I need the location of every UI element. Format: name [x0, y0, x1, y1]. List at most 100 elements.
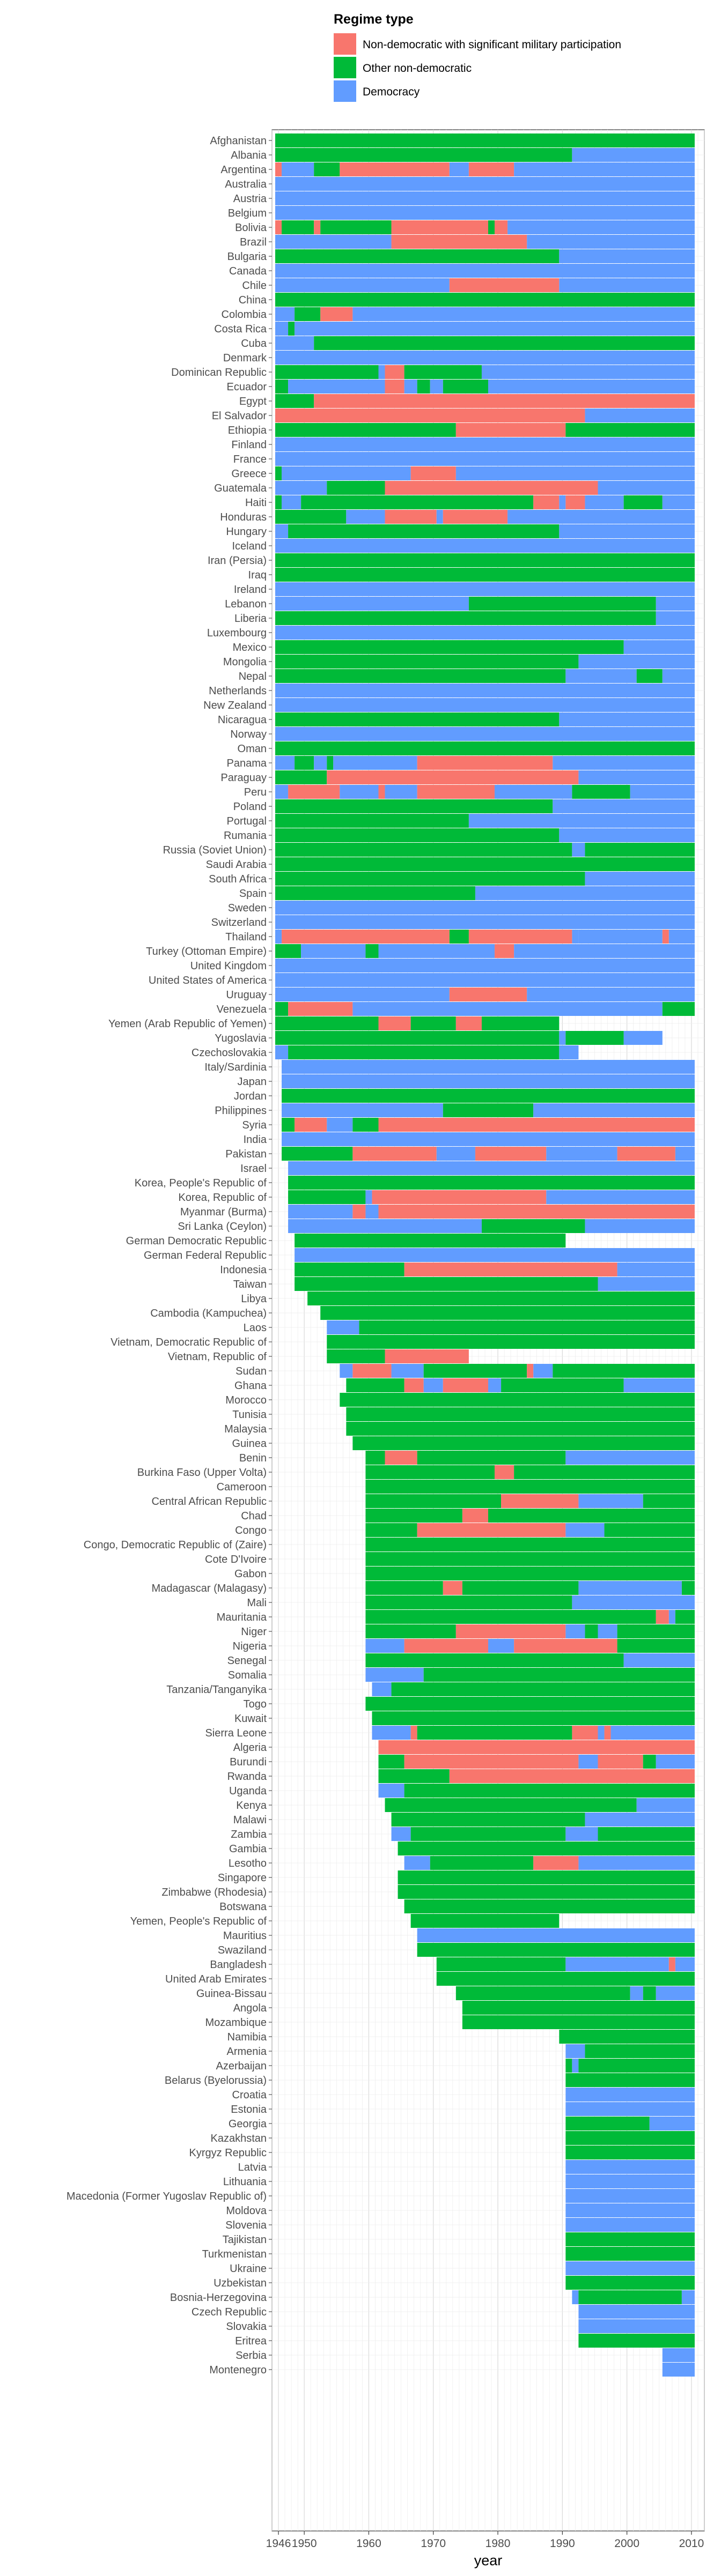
- segment-congo-1991: [565, 1523, 605, 1537]
- segment-italy-sardinia-1947: [282, 1060, 695, 1074]
- country-label-china: China: [239, 294, 267, 306]
- segment-rwanda-1973: [449, 1769, 695, 1783]
- country-label-iran-persia: Iran (Persia): [208, 555, 267, 567]
- segment-greece-1946: [275, 466, 282, 480]
- segment-guatemala-1963: [385, 481, 598, 495]
- country-label-lithuania: Lithuania: [223, 2176, 267, 2188]
- country-label-algeria: Algeria: [233, 1742, 267, 1754]
- segment-haiti-1991: [565, 495, 585, 509]
- segment-peru-1992: [572, 785, 630, 799]
- segment-spain-1977: [475, 886, 695, 900]
- country-label-burkina-faso-upper-volta: Burkina Faso (Upper Volta): [137, 1467, 267, 1479]
- segment-saudi-arabia-1946: [275, 857, 695, 871]
- segment-korea-people-s-republic-of-1948: [288, 1176, 695, 1190]
- segment-peru-1980: [495, 785, 572, 799]
- segment-korea-republic-of-1988: [546, 1190, 695, 1204]
- segment-guatemala-1996: [598, 481, 695, 495]
- segment-senegal-2000: [623, 1653, 695, 1667]
- segment-yugoslavia-2000: [623, 1031, 663, 1045]
- segment-paraguay-1993: [578, 770, 695, 784]
- segment-libya-1951: [307, 1291, 695, 1305]
- segment-lesotho-1970: [430, 1856, 534, 1870]
- country-label-luxembourg: Luxembourg: [207, 627, 267, 639]
- country-label-sudan: Sudan: [236, 1365, 267, 1377]
- segment-mali-1960: [365, 1595, 572, 1609]
- segment-haiti-2000: [623, 495, 663, 509]
- segment-czechoslovakia-1946: [275, 1045, 289, 1059]
- segment-honduras-1963: [385, 510, 437, 524]
- country-label-estonia: Estonia: [231, 2104, 267, 2115]
- country-label-sweden: Sweden: [228, 902, 267, 914]
- country-label-benin: Benin: [239, 1452, 267, 1464]
- country-label-mongolia: Mongolia: [223, 656, 267, 668]
- country-label-indonesia: Indonesia: [220, 1264, 267, 1276]
- segment-panama-1952: [314, 756, 327, 770]
- country-label-singapore: Singapore: [218, 1872, 267, 1884]
- segment-chad-1979: [488, 1509, 695, 1523]
- country-label-swaziland: Swaziland: [218, 1944, 267, 1956]
- segment-burkina-faso-upper-volta-1980: [495, 1465, 514, 1479]
- x-tick-label-2000: 2000: [614, 2537, 639, 2550]
- x-axis-title: year: [474, 2552, 503, 2568]
- segment-spain-1946: [275, 886, 475, 900]
- country-label-tajikistan: Tajikistan: [223, 2234, 267, 2246]
- segment-panama-1955: [333, 756, 417, 770]
- segment-bolivia-1964: [391, 220, 488, 234]
- segment-kuwait-1961: [372, 1711, 695, 1725]
- segment-india-1947: [282, 1132, 695, 1146]
- country-label-korea-republic-of: Korea, Republic of: [178, 1192, 267, 1204]
- segment-panama-1954: [327, 756, 334, 770]
- country-label-peru: Peru: [244, 786, 267, 798]
- segment-macedonia-former-yugoslav-republic-of-1991: [565, 2189, 695, 2203]
- country-label-mozambique: Mozambique: [205, 2017, 267, 2029]
- segment-bosnia-herzegovina-1992: [572, 2290, 579, 2304]
- segment-ghana-2000: [623, 1378, 695, 1392]
- segment-brazil-1985: [527, 235, 695, 249]
- segment-egypt-1946: [275, 394, 314, 408]
- segment-yugoslavia-1991: [565, 1031, 624, 1045]
- segment-ghana-1979: [488, 1378, 502, 1392]
- segment-zambia-1991: [565, 1827, 598, 1841]
- country-label-denmark: Denmark: [223, 352, 267, 364]
- country-label-burundi: Burundi: [230, 1756, 267, 1768]
- country-label-vietnam-democratic-republic-of: Vietnam, Democratic Republic of: [111, 1337, 267, 1348]
- segment-azerbaijan-1992: [572, 2059, 579, 2073]
- segment-united-arab-emirates-1971: [436, 1972, 695, 1986]
- regime-segments: [275, 133, 695, 2377]
- country-label-kyrgyz-republic: Kyrgyz Republic: [189, 2147, 267, 2159]
- segment-syria-1958: [352, 1118, 379, 1132]
- segment-myanmar-burma-1948: [288, 1205, 353, 1219]
- segment-congo-1968: [417, 1523, 566, 1537]
- segment-bulgaria-1946: [275, 249, 560, 263]
- segment-ecuador-1970: [430, 380, 443, 394]
- segment-croatia-1991: [565, 2088, 695, 2102]
- segment-ethiopia-1946: [275, 423, 456, 437]
- segment-yemen-people-s-republic-of-1967: [410, 1914, 560, 1928]
- segment-cote-d-ivoire-1960: [365, 1552, 695, 1566]
- segment-israel-1948: [288, 1161, 695, 1175]
- segment-guatemala-1954: [327, 481, 385, 495]
- segment-mauritania-2007: [668, 1610, 675, 1624]
- segment-dominican-republic-1946: [275, 365, 379, 379]
- country-label-liberia: Liberia: [234, 613, 267, 625]
- segment-malawi-1964: [391, 1813, 585, 1827]
- segment-estonia-1991: [565, 2102, 695, 2116]
- segment-bosnia-herzegovina-2009: [681, 2290, 695, 2304]
- segment-colombia-1946: [275, 307, 295, 321]
- segment-turkey-ottoman-empire-1960: [365, 944, 379, 958]
- segment-czechoslovakia-1948: [288, 1045, 560, 1059]
- segment-serbia-2006: [662, 2348, 695, 2362]
- segment-korea-republic-of-1961: [372, 1190, 547, 1204]
- country-label-congo-democratic-republic-of-zaire: Congo, Democratic Republic of (Zaire): [84, 1539, 267, 1551]
- segment-turkmenistan-1991: [565, 2247, 695, 2261]
- segment-liberia-1946: [275, 611, 656, 625]
- country-label-vietnam-republic-of: Vietnam, Republic of: [168, 1351, 267, 1363]
- segment-bolivia-1946: [275, 220, 282, 234]
- country-label-nicaragua: Nicaragua: [218, 714, 267, 726]
- segment-georgia-1991: [565, 2117, 650, 2130]
- segment-vietnam-republic-of-1954: [327, 1349, 385, 1363]
- country-label-turkmenistan: Turkmenistan: [202, 2248, 267, 2260]
- segment-greece-1974: [455, 466, 695, 480]
- segment-yemen-arab-republic-of-yemen-1974: [455, 1016, 482, 1030]
